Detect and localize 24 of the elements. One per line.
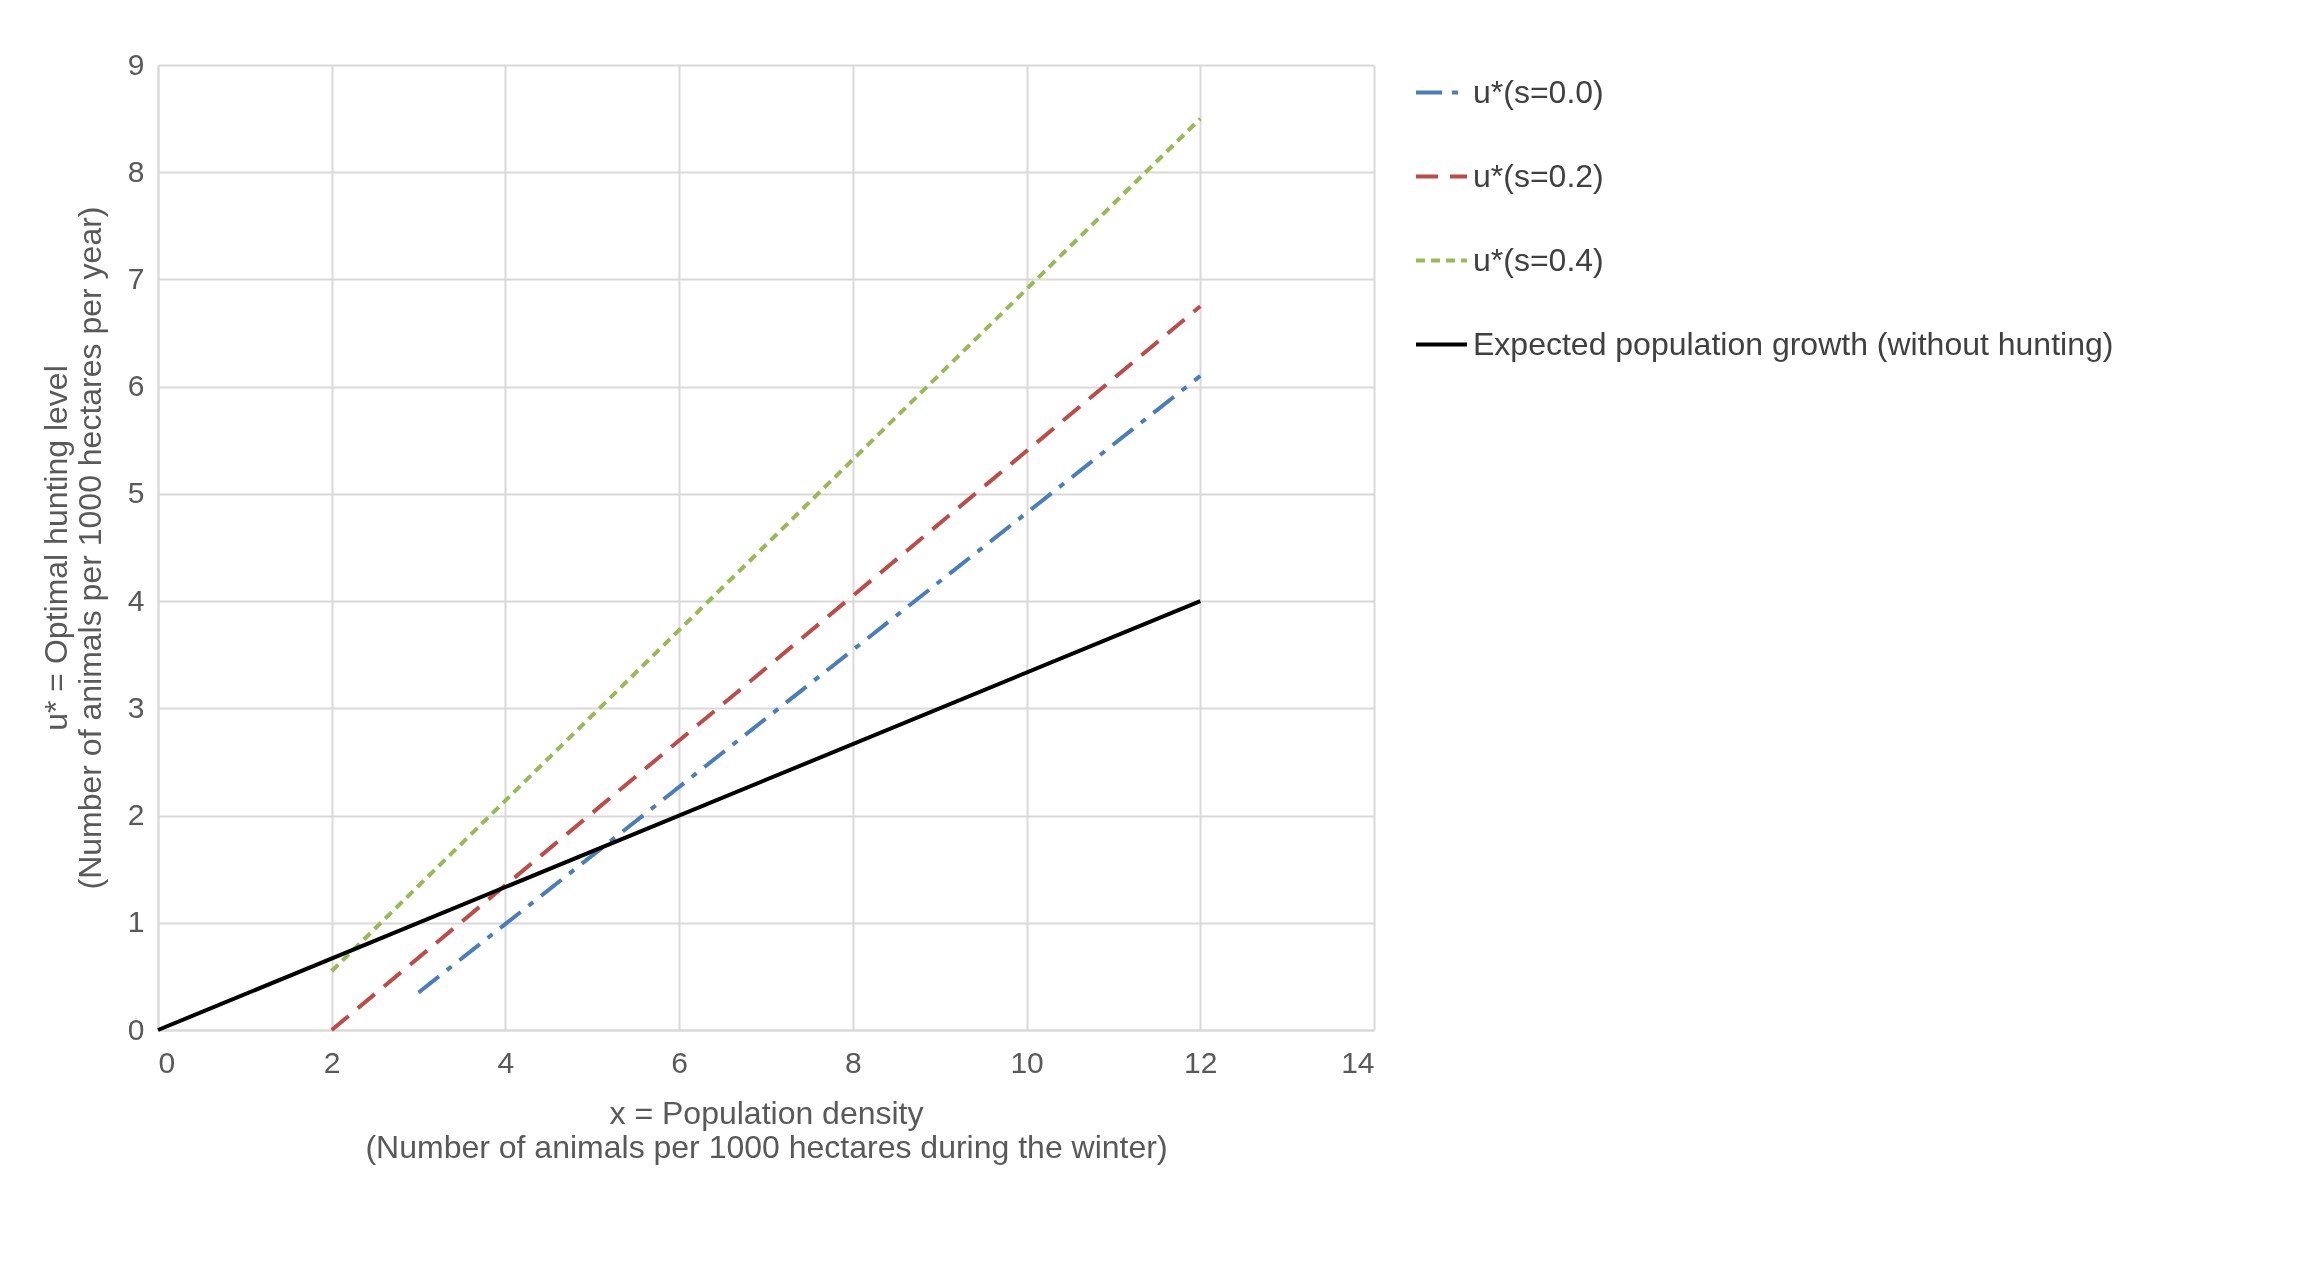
x-tick-label: 0 [158, 1045, 176, 1079]
x-tick-label: 2 [323, 1045, 341, 1079]
x-tick-label: 14 [1341, 1045, 1375, 1079]
legend-label: u*(s=0.4) [1473, 241, 1604, 278]
x-tick-label: 8 [845, 1045, 862, 1079]
x-axis-title: x = Population density (Number of animals per 1000 hectares during the winter) [365, 1094, 1168, 1165]
y-axis-title: u* = Optimal hunting level (Number of animals per 1000 hectares per year) [37, 206, 108, 890]
legend-label: u*(s=0.0) [1473, 73, 1604, 110]
y-tick-label: 8 [127, 154, 145, 188]
y-tick-label: 5 [127, 476, 145, 510]
legend-label: u*(s=0.2) [1473, 157, 1604, 194]
x-tick-label: 6 [671, 1045, 688, 1079]
y-tick-label: 6 [127, 369, 145, 403]
y-tick-label: 1 [127, 905, 145, 939]
y-tick-label: 9 [127, 47, 145, 81]
legend-label: Expected population growth (without hunting) [1473, 325, 2114, 362]
y-tick-label: 4 [127, 583, 145, 617]
y-tick-label: 0 [127, 1012, 145, 1046]
y-tick-label: 7 [127, 261, 145, 295]
y-tick-label: 3 [127, 690, 145, 724]
y-tick-label: 2 [127, 798, 145, 832]
x-tick-label: 4 [497, 1045, 515, 1079]
x-tick-label: 12 [1184, 1045, 1218, 1079]
x-tick-label: 10 [1010, 1045, 1044, 1079]
